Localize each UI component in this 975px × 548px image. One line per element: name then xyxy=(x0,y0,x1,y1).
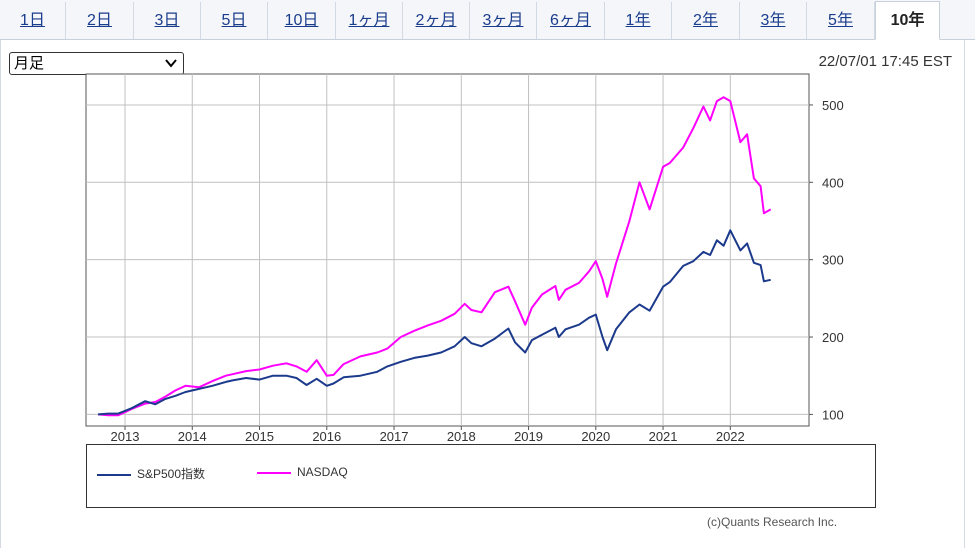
period-select-value: 月足 xyxy=(14,55,45,72)
legend-label: NASDAQ xyxy=(297,465,348,479)
tab-1日[interactable]: 1日 xyxy=(0,2,66,39)
y-tick-label: 500 xyxy=(822,98,844,113)
last-updated-timestamp: 22/07/01 17:45 EST xyxy=(818,53,952,70)
tab-6ヶ月[interactable]: 6ヶ月 xyxy=(537,2,605,39)
series-line-nasdaq xyxy=(98,96,772,417)
x-tick-label: 2015 xyxy=(245,429,274,444)
tab-2ヶ月[interactable]: 2ヶ月 xyxy=(403,2,470,39)
tab-3ヶ月[interactable]: 3ヶ月 xyxy=(470,2,537,39)
tab-10日[interactable]: 10日 xyxy=(268,2,336,39)
tab-3年[interactable]: 3年 xyxy=(740,2,807,39)
tab-5年[interactable]: 5年 xyxy=(807,2,875,39)
copyright-credit: (c)Quants Research Inc. xyxy=(707,515,838,529)
plot-area xyxy=(85,73,810,427)
tab-1年[interactable]: 1年 xyxy=(605,2,672,39)
series-line-sp500 xyxy=(98,229,771,416)
legend-item: S&P500指数 xyxy=(97,465,205,482)
tab-10年[interactable]: 10年 xyxy=(875,1,940,40)
x-tick-label: 2017 xyxy=(380,429,409,444)
tab-3日[interactable]: 3日 xyxy=(134,2,201,39)
legend-item: NASDAQ xyxy=(257,465,348,479)
tab-1ヶ月[interactable]: 1ヶ月 xyxy=(336,2,403,39)
tab-2年[interactable]: 2年 xyxy=(672,2,740,39)
y-tick-label: 200 xyxy=(822,330,844,345)
x-tick-label: 2019 xyxy=(514,429,543,444)
period-select[interactable]: 月足 xyxy=(9,52,184,75)
legend-swatch xyxy=(97,473,131,476)
x-tick-label: 2014 xyxy=(178,429,207,444)
x-tick-label: 2013 xyxy=(111,429,140,444)
y-tick-label: 300 xyxy=(822,253,844,268)
y-tick-label: 100 xyxy=(822,407,844,422)
chart-legend: S&P500指数 NASDAQ xyxy=(86,444,876,508)
chevron-down-icon xyxy=(165,59,177,68)
legend-swatch xyxy=(257,471,291,474)
x-tick-label: 2020 xyxy=(581,429,610,444)
tab-2日[interactable]: 2日 xyxy=(66,2,134,39)
x-tick-label: 2018 xyxy=(447,429,476,444)
x-tick-label: 2021 xyxy=(649,429,678,444)
y-tick-label: 400 xyxy=(822,175,844,190)
tab-5日[interactable]: 5日 xyxy=(201,2,268,39)
x-tick-label: 2022 xyxy=(716,429,745,444)
legend-label: S&P500指数 xyxy=(137,467,206,481)
chart-frame xyxy=(0,40,965,548)
period-tab-bar: 1日 2日 3日 5日 10日 1ヶ月 2ヶ月 3ヶ月 6ヶ月 1年 2年 3年 5年 10年 xyxy=(0,0,975,40)
x-tick-label: 2016 xyxy=(312,429,341,444)
